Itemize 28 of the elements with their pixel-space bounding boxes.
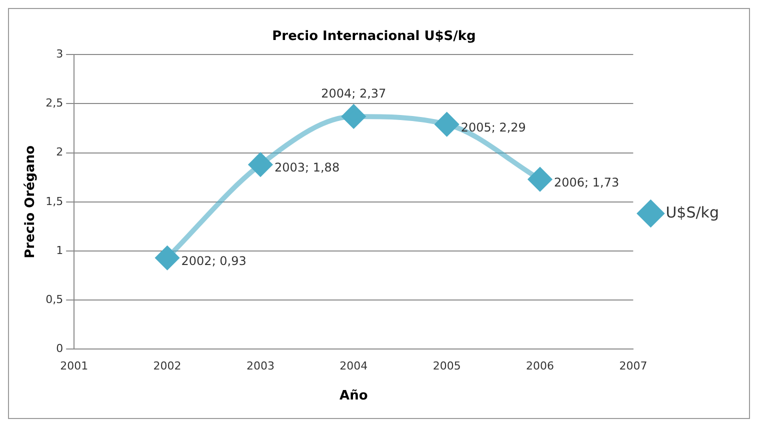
legend-label: U$S/kg bbox=[666, 203, 720, 222]
data-label: 2006; 1,73 bbox=[554, 175, 620, 190]
data-label: 2002; 0,93 bbox=[181, 254, 246, 268]
point bbox=[528, 168, 552, 191]
y-tick-label: 1,5 bbox=[46, 194, 64, 208]
y-tick-label: 3 bbox=[56, 47, 64, 60]
point bbox=[435, 112, 458, 136]
y-tick-label: 1 bbox=[56, 244, 64, 257]
chart-title: Precio Internacional U$S/kg bbox=[272, 29, 476, 44]
point bbox=[342, 104, 366, 128]
point bbox=[248, 153, 272, 176]
data-label: 2005; 2,29 bbox=[460, 120, 526, 134]
x-tick-label: 2003 bbox=[246, 360, 274, 373]
x-tick-label: 2006 bbox=[526, 360, 554, 373]
x-tick-label: 2007 bbox=[619, 360, 648, 373]
data-label: 2004; 2,37 bbox=[321, 86, 386, 101]
y-axis-title: Precio Orégano bbox=[23, 145, 38, 258]
y-tick-label: 2 bbox=[56, 146, 64, 159]
x-axis-title: Año bbox=[340, 388, 368, 404]
data-label: 2003; 1,88 bbox=[274, 160, 340, 175]
point bbox=[156, 246, 179, 270]
y-tick-label: 0,5 bbox=[46, 292, 64, 306]
x-tick-label: 2004 bbox=[340, 360, 368, 373]
y-tick-label: 2,5 bbox=[46, 96, 64, 110]
x-tick-label: 2001 bbox=[60, 360, 88, 373]
x-tick-label: 2002 bbox=[153, 360, 182, 373]
y-tick-label: 0 bbox=[56, 342, 64, 356]
x-tick-label: 2005 bbox=[432, 360, 461, 373]
